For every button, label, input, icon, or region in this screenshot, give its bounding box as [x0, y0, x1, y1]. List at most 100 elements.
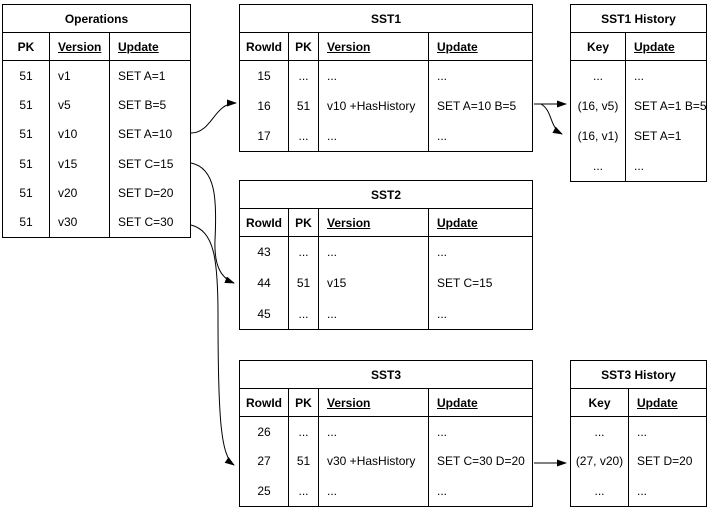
- column-header-rowid: RowId: [240, 389, 289, 417]
- table-cell: 51: [289, 446, 319, 477]
- table-title-sst3: SST3: [240, 361, 532, 389]
- table-cell: SET A=10: [118, 127, 173, 142]
- column-header-version: Version: [319, 33, 429, 61]
- table-cell: ...: [634, 159, 645, 173]
- table-cell: ...: [637, 424, 648, 439]
- column-header-rowid: RowId: [240, 33, 289, 61]
- table-cell: ...: [289, 298, 319, 329]
- table-cell: v5: [50, 90, 110, 120]
- table-grid: RowId PK Version Update 15 ... ... ... 1…: [240, 33, 532, 151]
- column-header-update: Update: [626, 33, 706, 61]
- table-cell: 15: [240, 61, 289, 91]
- table-cell: ...: [319, 61, 429, 91]
- table-cell: ...: [289, 417, 319, 447]
- table-cell: ...: [437, 129, 448, 143]
- table-cell: 43: [240, 237, 289, 268]
- table-cell: SET D=20: [637, 454, 693, 469]
- table-cell: 51: [289, 91, 319, 121]
- table-cell: SET A=1: [118, 68, 166, 83]
- table-grid: Key Update ... ... (16, v5) SET A=1 B=5 …: [571, 33, 706, 181]
- table-cell: ...: [319, 417, 429, 447]
- table-title-sst2: SST2: [240, 181, 532, 209]
- table-cell: ...: [437, 245, 448, 260]
- table-cell: ...: [319, 298, 429, 329]
- table-sst3: SST3 RowId PK Version Update 26 ... ... …: [239, 360, 533, 507]
- table-cell: 25: [240, 476, 289, 506]
- table-cell: 51: [3, 90, 50, 120]
- table-cell: 51: [3, 61, 50, 91]
- table-cell: ...: [319, 121, 429, 151]
- table-cell: ...: [437, 69, 448, 83]
- table-cell: (27, v20): [571, 446, 629, 477]
- table-cell: ...: [319, 476, 429, 506]
- table-cell: 16: [240, 91, 289, 121]
- table-cell: (16, v1): [571, 121, 626, 151]
- table-title-operations: Operations: [3, 5, 190, 33]
- table-grid: Key Update ... ... (27, v20) SET D=20 ..…: [571, 389, 706, 506]
- table-operations: Operations PK Version Update 51 v1 SET A…: [2, 4, 191, 238]
- table-cell: 45: [240, 298, 289, 329]
- arrow-ops-v10-to-sst1-row16: [190, 99, 237, 134]
- table-cell: ...: [571, 476, 629, 506]
- column-header-update: Update: [110, 33, 190, 61]
- column-header-update: Update: [429, 33, 532, 61]
- table-cell: ...: [634, 69, 645, 83]
- table-grid: RowId PK Version Update 26 ... ... ... 2…: [240, 389, 532, 506]
- column-header-pk: PK: [289, 209, 319, 237]
- table-cell: SET C=15: [437, 275, 493, 290]
- table-cell: ...: [437, 424, 448, 439]
- table-title-sst1-history: SST1 History: [571, 5, 706, 33]
- table-grid: PK Version Update 51 v1 SET A=1 51 v5 SE…: [3, 33, 190, 237]
- column-header-rowid: RowId: [240, 209, 289, 237]
- table-cell: SET C=30: [118, 215, 174, 230]
- column-header-version: Version: [319, 389, 429, 417]
- table-cell: SET A=1: [634, 129, 682, 143]
- table-cell: ...: [437, 306, 448, 321]
- column-header-key: Key: [571, 33, 626, 61]
- column-header-update: Update: [429, 209, 532, 237]
- table-cell: v1: [50, 61, 110, 91]
- table-cell: SET C=15: [118, 156, 174, 171]
- table-cell: v10 +HasHistory: [319, 91, 429, 121]
- table-sst3-history: SST3 History Key Update ... ... (27, v20…: [570, 360, 707, 507]
- table-cell: SET B=5: [118, 97, 167, 112]
- column-header-key: Key: [571, 389, 629, 417]
- table-cell: ...: [289, 61, 319, 91]
- table-cell: v15: [50, 149, 110, 179]
- table-cell: 51: [3, 207, 50, 237]
- table-cell: ...: [571, 417, 629, 447]
- table-cell: 51: [3, 149, 50, 179]
- table-cell: 26: [240, 417, 289, 447]
- table-cell: ...: [571, 151, 626, 181]
- column-header-pk: PK: [289, 33, 319, 61]
- table-cell: ...: [571, 61, 626, 91]
- table-cell: 27: [240, 446, 289, 477]
- table-cell: ...: [289, 121, 319, 151]
- column-header-update: Update: [629, 389, 706, 417]
- table-cell: ...: [289, 237, 319, 268]
- table-sst1: SST1 RowId PK Version Update 15 ... ... …: [239, 4, 533, 152]
- table-cell: SET C=30 D=20: [437, 454, 525, 469]
- table-cell: SET A=10 B=5: [437, 99, 517, 113]
- table-cell: v30 +HasHistory: [319, 446, 429, 477]
- table-cell: 17: [240, 121, 289, 151]
- table-cell: 51: [289, 267, 319, 299]
- table-cell: ...: [437, 484, 448, 499]
- column-header-update: Update: [429, 389, 532, 417]
- table-cell: ...: [289, 476, 319, 506]
- table-title-sst1: SST1: [240, 5, 532, 33]
- table-grid: RowId PK Version Update 43 ... ... ... 4…: [240, 209, 532, 329]
- table-cell: (16, v5): [571, 91, 626, 121]
- table-title-sst3-history: SST3 History: [571, 361, 706, 389]
- table-cell: v15: [319, 267, 429, 299]
- table-cell: v20: [50, 178, 110, 208]
- arrow-ops-v30-to-sst3-row27: [190, 224, 235, 466]
- arrow-sst1-row16-to-history-16v1: [540, 103, 563, 135]
- column-header-version: Version: [50, 33, 110, 61]
- column-header-pk: PK: [289, 389, 319, 417]
- table-cell: 44: [240, 267, 289, 299]
- column-header-version: Version: [319, 209, 429, 237]
- table-cell: 51: [3, 119, 50, 149]
- table-cell: ...: [319, 237, 429, 268]
